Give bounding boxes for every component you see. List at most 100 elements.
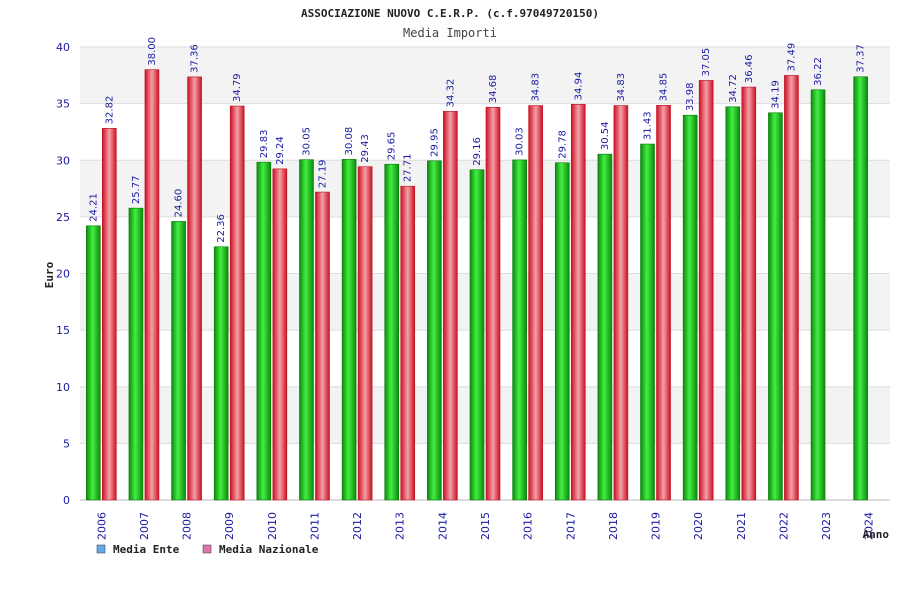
- value-label-media-nazionale-2013: 27.71: [403, 154, 414, 183]
- value-label-media-ente-2018: 30.54: [600, 121, 611, 150]
- chart-title: ASSOCIAZIONE NUOVO C.E.R.P. (c.f.9704972…: [301, 7, 599, 20]
- x-tick-label-2008: 2008: [181, 512, 194, 540]
- legend-swatch-media-ente: [96, 544, 106, 554]
- x-tick-label-2020: 2020: [692, 512, 705, 540]
- legend-label-media-nazionale: Media Nazionale: [219, 543, 319, 556]
- x-tick-label-2006: 2006: [95, 512, 108, 540]
- x-tick-label-2009: 2009: [223, 512, 236, 540]
- x-tick-label-2013: 2013: [394, 512, 407, 540]
- bar-media-ente-2016: [512, 159, 527, 501]
- value-label-media-nazionale-2022: 37.49: [786, 43, 797, 72]
- value-label-media-ente-2010: 29.83: [259, 130, 270, 159]
- bar-media-nazionale-2013: [400, 185, 416, 501]
- legend-label-media-ente: Media Ente: [113, 543, 180, 556]
- bar-media-nazionale-2015: [485, 106, 501, 501]
- x-tick-label-2015: 2015: [479, 512, 492, 540]
- bar-media-nazionale-2008: [187, 76, 202, 501]
- value-label-media-ente-2012: 30.08: [344, 127, 355, 156]
- y-axis-ticks: 0 5 10 15 20 25 30 35 40: [56, 41, 70, 507]
- bar-media-nazionale-2007: [144, 69, 160, 501]
- bar-media-ente-2014: [427, 160, 442, 501]
- y-tick-label: 25: [56, 211, 70, 224]
- bar-media-nazionale-2010: [272, 168, 288, 501]
- value-label-media-nazionale-2016: 34.83: [531, 73, 542, 102]
- value-label-media-ente-2011: 30.05: [301, 127, 312, 156]
- value-label-media-nazionale-2008: 37.36: [190, 44, 201, 73]
- value-label-media-nazionale-2019: 34.85: [659, 73, 670, 102]
- x-axis-ticks: 2006 2007 2008 2009 2010 2011 2012 2013 2014 2015…: [95, 512, 875, 540]
- x-axis-label: Anno: [863, 528, 890, 541]
- bar-media-nazionale-2017: [570, 104, 586, 501]
- value-label-media-nazionale-2014: 34.32: [445, 79, 456, 108]
- x-tick-label-2018: 2018: [607, 512, 620, 540]
- value-label-media-ente-2021: 34.72: [728, 74, 739, 103]
- value-label-media-ente-2017: 29.78: [557, 130, 568, 159]
- bar-media-ente-2009: [213, 246, 229, 501]
- bar-media-nazionale-2009: [229, 105, 245, 501]
- x-tick-label-2012: 2012: [351, 512, 364, 540]
- legend: Media Ente Media Nazionale: [96, 543, 319, 556]
- value-label-media-ente-2015: 29.16: [472, 137, 483, 166]
- value-label-media-ente-2013: 29.65: [387, 132, 398, 161]
- y-axis-label: Euro: [43, 261, 56, 288]
- value-label-media-ente-2006: 24.21: [88, 193, 99, 222]
- y-tick-label: 5: [63, 437, 70, 450]
- bar-media-nazionale-2021: [741, 86, 757, 501]
- bar-media-nazionale-2019: [656, 105, 671, 501]
- bar-media-ente-2006: [86, 225, 101, 501]
- value-label-media-nazionale-2011: 27.19: [317, 159, 328, 188]
- value-label-media-nazionale-2018: 34.83: [616, 73, 627, 102]
- bar-media-nazionale-2011: [315, 191, 330, 501]
- value-label-media-ente-2014: 29.95: [429, 128, 440, 157]
- value-label-media-nazionale-2007: 38.00: [147, 37, 158, 66]
- y-tick-label: 30: [56, 154, 70, 167]
- bar-media-ente-2007: [128, 207, 144, 501]
- x-tick-label-2010: 2010: [266, 512, 279, 540]
- x-tick-label-2024: 2024: [863, 512, 876, 540]
- y-tick-label: 40: [56, 41, 70, 54]
- value-label-media-nazionale-2009: 34.79: [232, 73, 243, 102]
- value-label-media-ente-2020: 33.98: [685, 83, 696, 112]
- value-label-media-ente-2008: 24.60: [174, 189, 185, 218]
- y-tick-label: 10: [56, 381, 70, 394]
- bar-media-nazionale-2016: [528, 105, 543, 501]
- bar-media-ente-2012: [341, 159, 357, 501]
- value-label-media-ente-2007: 25.77: [131, 176, 142, 205]
- x-tick-label-2014: 2014: [436, 512, 449, 540]
- x-tick-label-2022: 2022: [777, 512, 790, 540]
- value-label-media-nazionale-2015: 34.68: [488, 75, 499, 104]
- bar-media-nazionale-2018: [613, 105, 629, 501]
- bar-media-ente-2017: [554, 162, 570, 501]
- bar-media-nazionale-2020: [698, 80, 714, 501]
- value-label-media-nazionale-2006: 32.82: [104, 96, 115, 125]
- y-tick-label: 35: [56, 98, 70, 111]
- value-labels: 24.21 32.82 25.77 38.00 24.60 37.36 22.36 34.79…: [88, 37, 866, 243]
- bar-media-nazionale-2012: [357, 166, 373, 501]
- y-tick-label: 0: [63, 494, 70, 507]
- value-label-media-ente-2024: 37.37: [856, 44, 867, 73]
- value-label-media-ente-2009: 22.36: [216, 214, 227, 243]
- value-label-media-nazionale-2021: 36.46: [744, 54, 755, 83]
- chart-subtitle: Media Importi: [403, 26, 497, 40]
- value-label-media-ente-2016: 30.03: [515, 127, 526, 156]
- x-tick-label-2016: 2016: [522, 512, 535, 540]
- bar-media-ente-2021: [725, 106, 741, 501]
- x-tick-label-2007: 2007: [138, 512, 151, 540]
- x-tick-label-2017: 2017: [564, 512, 577, 540]
- x-tick-label-2021: 2021: [735, 512, 748, 540]
- x-tick-label-2023: 2023: [820, 512, 833, 540]
- value-label-media-nazionale-2012: 29.43: [360, 134, 371, 163]
- value-label-media-nazionale-2020: 37.05: [701, 48, 712, 77]
- bar-media-ente-2013: [384, 163, 400, 501]
- bar-media-ente-2020: [682, 114, 698, 501]
- bar-media-nazionale-2022: [784, 75, 799, 501]
- legend-swatch-media-nazionale: [202, 544, 212, 554]
- y-tick-label: 20: [56, 268, 70, 281]
- bar-media-ente-2024: [853, 76, 868, 501]
- bar-media-ente-2010: [256, 161, 272, 501]
- bars: [86, 69, 868, 501]
- x-tick-label-2011: 2011: [308, 512, 321, 540]
- value-label-media-ente-2022: 34.19: [770, 80, 781, 109]
